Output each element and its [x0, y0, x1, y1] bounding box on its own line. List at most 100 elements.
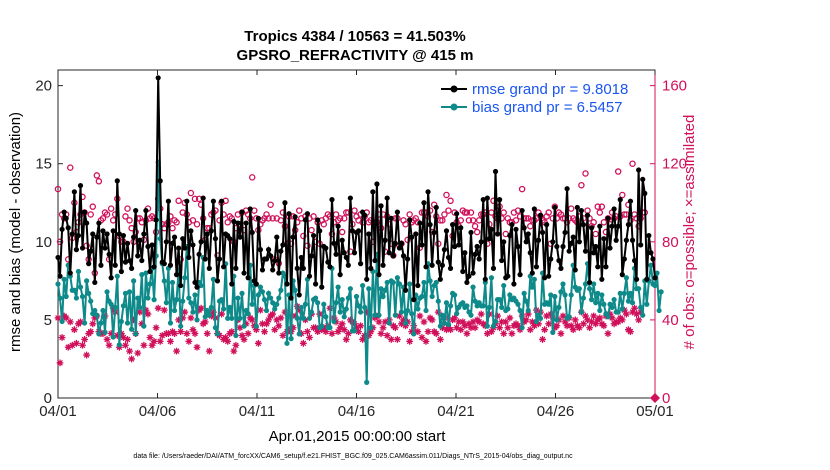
obs-possible-point	[439, 217, 446, 224]
y-left-tick-label: 10	[35, 234, 52, 251]
rmse-point	[274, 234, 280, 240]
rmse-point	[474, 243, 480, 250]
rmse-point	[537, 212, 544, 218]
obs-assimilated-point	[152, 324, 160, 332]
rmse-point	[292, 214, 298, 220]
bias-point	[427, 278, 433, 284]
rmse-point	[106, 251, 112, 257]
bias-point	[351, 328, 358, 334]
rmse-point	[427, 222, 433, 228]
rmse-point	[71, 189, 77, 195]
bias-point	[221, 306, 227, 312]
bias-point	[429, 293, 435, 300]
bias-point	[556, 304, 562, 311]
rmse-point	[163, 239, 169, 245]
rmse-point	[568, 240, 574, 246]
bias-point	[308, 309, 315, 315]
rmse-point	[380, 262, 386, 268]
obs-assimilated-point	[353, 324, 360, 332]
bias-point	[171, 307, 178, 314]
rmse-point	[247, 206, 253, 212]
obs-assimilated-point	[312, 324, 320, 332]
obs-assimilated-point	[514, 322, 522, 330]
rmse-point	[65, 225, 71, 231]
rmse-point	[384, 195, 390, 201]
obs-assimilated-point	[238, 332, 246, 339]
rmse-point	[372, 257, 378, 264]
obs-assimilated-point	[89, 320, 97, 328]
obs-assimilated-point	[522, 316, 530, 324]
obs-assimilated-point	[252, 326, 260, 334]
rmse-point	[284, 281, 290, 287]
x-axis-label: Apr.01,2015 00:00:00 start	[269, 428, 447, 445]
bias-point	[619, 306, 625, 312]
bias-point	[122, 290, 129, 296]
rmse-point	[499, 257, 505, 264]
bias-point	[151, 297, 157, 303]
bias-point	[182, 275, 188, 281]
chart-title-line2: GPSRO_REFRACTIVITY @ 415 m	[237, 47, 474, 64]
rmse-point	[319, 284, 325, 290]
obs-assimilated-point	[420, 318, 428, 326]
rmse-point	[84, 220, 90, 226]
rmse-point	[290, 234, 296, 240]
obs-assimilated-point	[627, 328, 634, 336]
bias-point	[71, 287, 77, 293]
bias-point	[357, 309, 364, 315]
rmse-point	[204, 231, 210, 237]
obs-assimilated-point	[608, 314, 616, 322]
rmse-point	[407, 217, 413, 223]
rmse-point	[188, 228, 194, 234]
obs-assimilated-point	[271, 326, 279, 334]
bias-point	[178, 323, 184, 329]
rmse-point	[582, 248, 589, 254]
bias-point	[411, 331, 417, 337]
obs-assimilated-point	[467, 324, 475, 332]
bias-point	[501, 282, 507, 289]
obs-assimilated-point	[477, 310, 485, 318]
bias-point	[554, 317, 560, 323]
bias-point	[133, 331, 139, 337]
bias-point	[100, 307, 106, 314]
obs-assimilated-point	[475, 318, 483, 326]
rmse-point	[298, 254, 304, 261]
obs-assimilated-point	[342, 336, 350, 343]
obs-assimilated-point	[461, 322, 469, 330]
bias-point	[61, 276, 67, 282]
obs-assimilated-point	[428, 316, 436, 324]
rmse-point	[294, 265, 300, 271]
bias-point	[124, 320, 131, 326]
obs-possible-point	[189, 217, 197, 224]
bias-point	[362, 304, 368, 311]
obs-assimilated-point	[383, 332, 391, 339]
rmse-point	[460, 268, 466, 275]
bias-point	[599, 292, 605, 298]
obs-assimilated-point	[336, 324, 344, 332]
rmse-point	[337, 272, 343, 278]
obs-assimilated-point	[62, 314, 70, 322]
obs-assimilated-point	[618, 316, 626, 324]
rmse-point	[539, 229, 546, 236]
rmse-point	[200, 195, 206, 201]
rmse-point	[86, 261, 92, 267]
bias-point	[120, 303, 127, 309]
obs-possible-point	[461, 209, 469, 216]
bias-point	[609, 304, 615, 311]
rmse-point	[449, 222, 456, 228]
bias-point	[537, 315, 544, 321]
obs-assimilated-point	[622, 310, 630, 318]
obs-assimilated-point	[56, 359, 64, 367]
obs-assimilated-point	[590, 312, 598, 320]
obs-assimilated-point	[359, 336, 367, 343]
rmse-point	[505, 273, 511, 279]
obs-possible-point	[467, 209, 475, 216]
obs-assimilated-point	[205, 347, 213, 355]
obs-possible-point	[265, 215, 272, 222]
bias-point	[447, 303, 454, 309]
rmse-point	[619, 272, 625, 278]
rmse-point	[304, 211, 311, 217]
obs-assimilated-point	[126, 347, 133, 355]
obs-assimilated-point	[393, 336, 401, 343]
obs-assimilated-point	[269, 310, 277, 318]
rmse-point	[231, 218, 237, 225]
